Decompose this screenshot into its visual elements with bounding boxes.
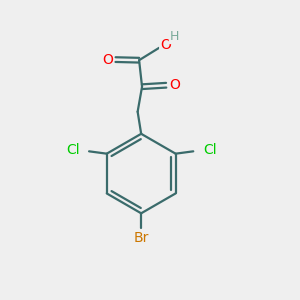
Text: O: O (102, 52, 113, 67)
Text: O: O (169, 78, 180, 92)
Text: H: H (170, 30, 179, 43)
Text: Cl: Cl (66, 143, 80, 157)
Text: Br: Br (134, 231, 149, 245)
Text: Cl: Cl (203, 143, 217, 157)
Text: O: O (160, 38, 171, 52)
